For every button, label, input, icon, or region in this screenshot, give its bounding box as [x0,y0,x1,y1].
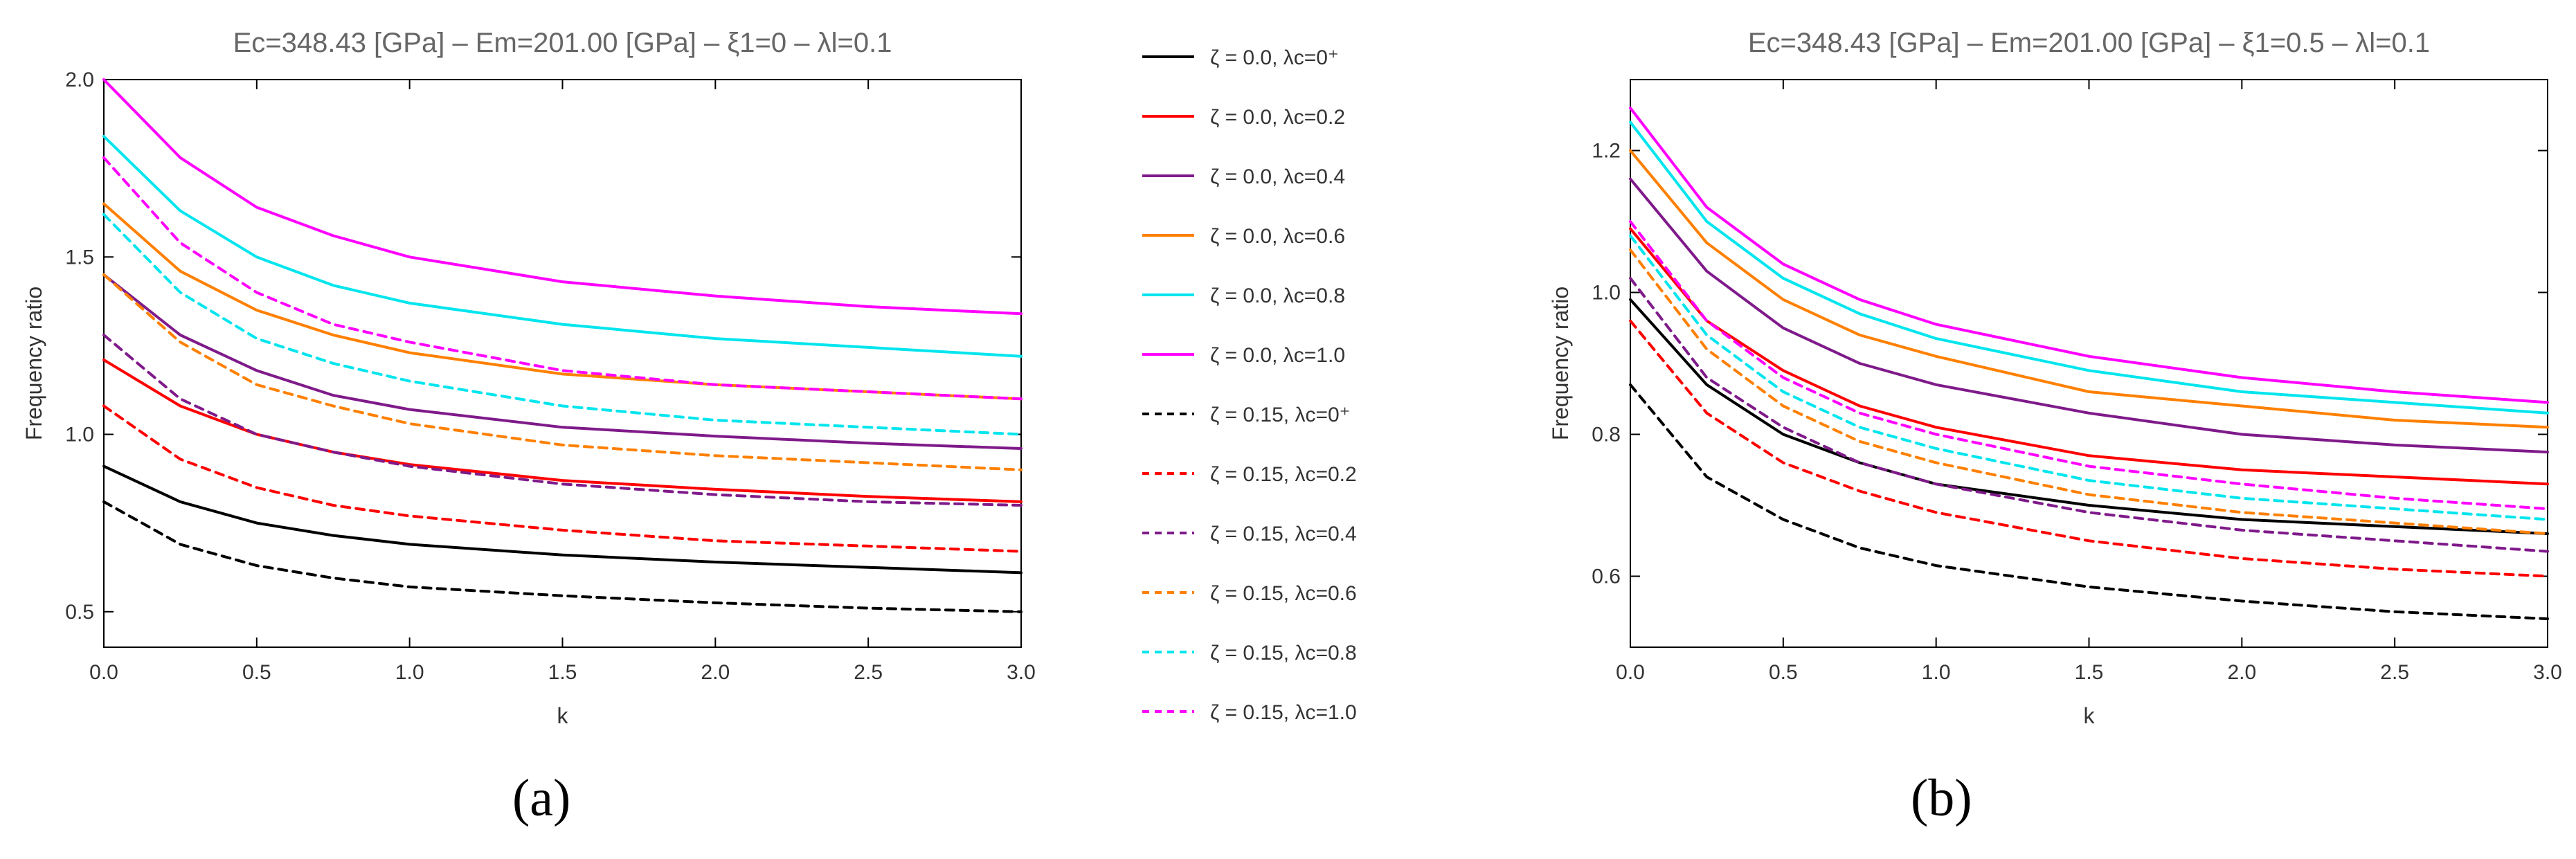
series-line-6 [102,78,1023,316]
y-tick-label: 1.0 [1592,282,1621,305]
legend-label-10: ζ = 0.15, λc=0.6 [1210,582,1357,605]
series-line-11 [1629,234,2549,521]
series-line-8 [1629,319,2549,578]
x-tick-label: 1.0 [395,661,424,684]
legend-label-12: ζ = 0.15, λc=1.0 [1210,701,1357,724]
series-line-12 [102,156,1023,401]
y-tick-label: 1.5 [65,246,94,269]
x-tick-label: 1.0 [1922,661,1951,684]
legend-label-7: ζ = 0.15, λc=0⁺ [1210,404,1351,426]
legend-label-5: ζ = 0.0, λc=0.8 [1210,284,1345,307]
x-axis-label: k [557,703,569,728]
y-tick-label: 0.8 [1592,424,1621,446]
panel-b-caption: (b) [1911,769,1972,827]
x-tick-label: 0.5 [242,661,271,684]
plot-frame [1630,79,2548,648]
series-line-12 [1629,220,2549,511]
y-axis-label: Frequency ratio [1548,287,1573,440]
x-tick-label: 3.0 [1007,661,1036,684]
x-tick-label: 0.0 [89,661,118,684]
legend-label-1: ζ = 0.0, λc=0⁺ [1210,46,1339,69]
x-tick-label: 1.5 [2075,661,2104,684]
x-tick-label: 1.5 [548,661,577,684]
series-line-2 [102,358,1023,503]
series-line-3 [1629,177,2549,454]
legend-label-9: ζ = 0.15, λc=0.4 [1210,523,1357,545]
chart-title: Ec=348.43 [GPa] – Em=201.00 [GPa] – ξ1=0… [233,28,892,58]
x-tick-label: 0.5 [1769,661,1798,684]
chart-title: Ec=348.43 [GPa] – Em=201.00 [GPa] – ξ1=0… [1748,28,2430,58]
panel-a-caption: (a) [512,769,571,827]
series-line-10 [102,273,1023,471]
chart-b: Ec=348.43 [GPa] – Em=201.00 [GPa] – ξ1=0… [1548,28,2562,728]
y-tick-label: 0.5 [65,601,94,624]
y-tick-label: 2.0 [65,69,94,91]
y-tick-label: 1.2 [1592,140,1621,163]
chart-a: Ec=348.43 [GPa] – Em=201.00 [GPa] – ξ1=0… [21,28,1036,728]
series-line-9 [102,334,1023,507]
series-line-5 [1629,120,2549,415]
x-tick-label: 2.5 [854,661,883,684]
legend-label-3: ζ = 0.0, λc=0.4 [1210,165,1345,188]
series-line-1 [102,464,1023,575]
x-tick-label: 3.0 [2533,661,2562,684]
y-tick-label: 1.0 [65,424,94,446]
x-axis-label: k [2084,703,2096,728]
x-tick-label: 2.5 [2380,661,2409,684]
series-line-11 [102,213,1023,436]
legend-label-6: ζ = 0.0, λc=1.0 [1210,344,1345,367]
series-line-3 [102,273,1023,450]
y-axis-label: Frequency ratio [21,287,46,440]
legend-label-2: ζ = 0.0, λc=0.2 [1210,106,1345,129]
series-line-2 [1629,227,2549,486]
series-line-4 [102,202,1023,401]
series-line-7 [102,500,1023,613]
x-tick-label: 2.0 [701,661,730,684]
series-line-5 [102,135,1023,358]
series-line-8 [102,404,1023,553]
series-line-10 [1629,248,2549,535]
legend-label-4: ζ = 0.0, λc=0.6 [1210,225,1345,248]
series-line-9 [1629,277,2549,553]
y-tick-label: 0.6 [1592,566,1621,588]
x-tick-label: 0.0 [1616,661,1645,684]
legend-label-11: ζ = 0.15, λc=0.8 [1210,642,1357,664]
legend-label-8: ζ = 0.15, λc=0.2 [1210,463,1357,486]
x-tick-label: 2.0 [2227,661,2256,684]
legend: ζ = 0.0, λc=0⁺ ζ = 0.0, λc=0.2 ζ = 0.0, λc… [1142,46,1357,724]
series-line-6 [1629,107,2549,404]
series-line-7 [1629,383,2549,620]
series-line-4 [1629,149,2549,429]
